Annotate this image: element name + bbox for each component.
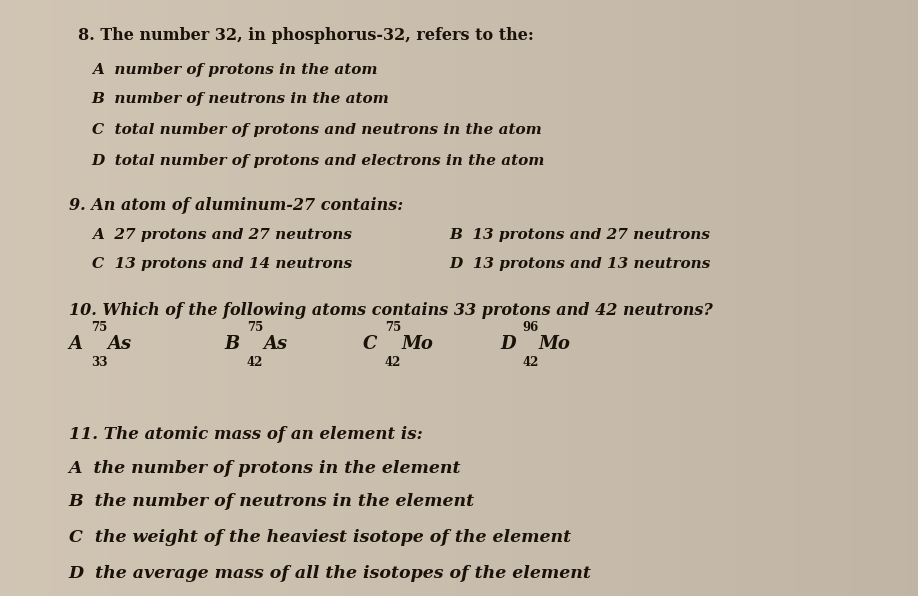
Text: Mo: Mo	[401, 336, 433, 353]
Text: B  13 protons and 27 neutrons: B 13 protons and 27 neutrons	[450, 228, 711, 241]
Text: B: B	[225, 336, 241, 353]
Text: A  number of protons in the atom: A number of protons in the atom	[92, 63, 377, 76]
Text: 75: 75	[385, 321, 401, 334]
Text: A: A	[69, 336, 83, 353]
Text: D  total number of protons and electrons in the atom: D total number of protons and electrons …	[92, 154, 545, 167]
Text: C  13 protons and 14 neutrons: C 13 protons and 14 neutrons	[92, 257, 352, 271]
Text: 33: 33	[91, 356, 107, 369]
Text: 75: 75	[91, 321, 107, 334]
Text: As: As	[263, 336, 287, 353]
Text: C  the weight of the heaviest isotope of the element: C the weight of the heaviest isotope of …	[69, 529, 571, 547]
Text: 96: 96	[522, 321, 539, 334]
Text: 8. The number 32, in phosphorus-32, refers to the:: 8. The number 32, in phosphorus-32, refe…	[78, 27, 534, 44]
Text: 75: 75	[247, 321, 263, 334]
Text: 42: 42	[385, 356, 401, 369]
Text: A  the number of protons in the element: A the number of protons in the element	[69, 460, 462, 477]
Text: C: C	[363, 336, 377, 353]
Text: D: D	[500, 336, 516, 353]
Text: C  total number of protons and neutrons in the atom: C total number of protons and neutrons i…	[92, 123, 542, 137]
Text: B  the number of neutrons in the element: B the number of neutrons in the element	[69, 493, 475, 510]
Text: D  13 protons and 13 neutrons: D 13 protons and 13 neutrons	[450, 257, 711, 271]
Text: B  number of neutrons in the atom: B number of neutrons in the atom	[92, 92, 389, 106]
Text: As: As	[107, 336, 131, 353]
Text: A  27 protons and 27 neutrons: A 27 protons and 27 neutrons	[92, 228, 352, 241]
Text: 10. Which of the following atoms contains 33 protons and 42 neutrons?: 10. Which of the following atoms contain…	[69, 302, 712, 319]
Text: Mo: Mo	[539, 336, 571, 353]
Text: D  the average mass of all the isotopes of the element: D the average mass of all the isotopes o…	[69, 565, 592, 582]
Text: 42: 42	[247, 356, 263, 369]
Text: 11. The atomic mass of an element is:: 11. The atomic mass of an element is:	[69, 426, 422, 443]
Text: 9. An atom of aluminum-27 contains:: 9. An atom of aluminum-27 contains:	[69, 197, 403, 214]
Text: 42: 42	[522, 356, 539, 369]
